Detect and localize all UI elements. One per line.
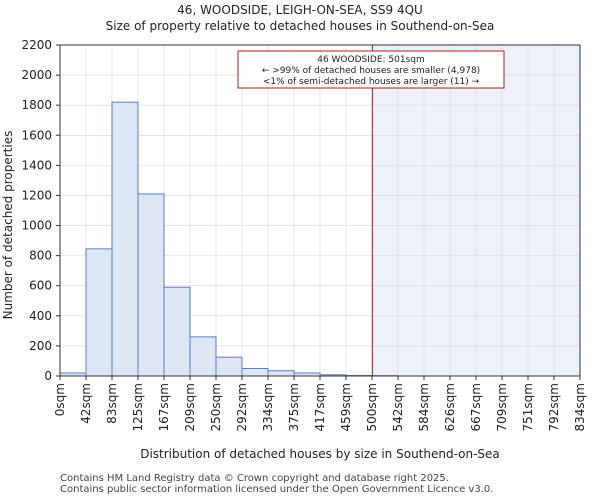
bar-chart: 0 200 400 600 800 1000 1200 1400 1600 1800 2000 220… bbox=[1, 38, 587, 461]
annotation-box: 46 WOODSIDE: 501sqm ← >99% of detached h… bbox=[237, 50, 505, 89]
y-tick-label: 1200 bbox=[21, 188, 52, 202]
x-tick-label: 292sqm bbox=[235, 383, 249, 431]
x-axis-label: Distribution of detached houses by size … bbox=[140, 447, 500, 461]
chart-title: 46, WOODSIDE, LEIGH-ON-SEA, SS9 4QU bbox=[177, 3, 423, 17]
x-tick-label: 500sqm bbox=[365, 383, 379, 431]
bar bbox=[163, 286, 191, 377]
bar bbox=[85, 248, 113, 377]
y-tick-label: 2200 bbox=[21, 38, 52, 52]
x-tick-label: 125sqm bbox=[131, 383, 145, 431]
y-tick-label: 800 bbox=[29, 249, 52, 263]
y-tick-label: 1600 bbox=[21, 128, 52, 142]
annotation-line-2: ← >99% of detached houses are smaller (4… bbox=[262, 66, 480, 76]
y-tick-label: 0 bbox=[44, 369, 52, 383]
x-tick-label: 42sqm bbox=[79, 383, 93, 424]
bar bbox=[241, 367, 269, 377]
y-tick-label: 1000 bbox=[21, 219, 52, 233]
x-tick-label: 334sqm bbox=[261, 383, 275, 431]
bar bbox=[215, 356, 243, 377]
bar bbox=[189, 336, 217, 377]
y-tick-label: 1800 bbox=[21, 98, 52, 112]
y-axis: 0 200 400 600 800 1000 1200 1400 1600 1800 2000 220… bbox=[21, 38, 60, 383]
bar bbox=[267, 370, 295, 377]
annotation-line-3: <1% of semi-detached houses are larger (… bbox=[263, 77, 480, 87]
y-tick-label: 2000 bbox=[21, 68, 52, 82]
y-tick-label: 1400 bbox=[21, 158, 52, 172]
x-tick-label: 709sqm bbox=[495, 383, 509, 431]
y-tick-label: 600 bbox=[29, 279, 52, 293]
annotation-frame bbox=[237, 50, 505, 89]
x-tick-label: 626sqm bbox=[443, 383, 457, 431]
x-tick-label: 250sqm bbox=[209, 383, 223, 431]
x-tick-label: 542sqm bbox=[391, 383, 405, 431]
x-axis: 0sqm 42sqm 83sqm 125sqm 167sqm 209sqm 250sqm 29… bbox=[53, 376, 587, 431]
bars bbox=[59, 101, 399, 377]
y-axis-label: Number of detached properties bbox=[1, 131, 15, 320]
x-tick-label: 83sqm bbox=[105, 383, 119, 424]
x-tick-label: 792sqm bbox=[547, 383, 561, 431]
x-tick-label: 834sqm bbox=[573, 383, 587, 431]
x-tick-label: 167sqm bbox=[157, 383, 171, 431]
bar bbox=[111, 101, 139, 377]
x-tick-label: 417sqm bbox=[313, 383, 327, 431]
x-tick-label: 459sqm bbox=[339, 383, 353, 431]
x-tick-label: 584sqm bbox=[417, 383, 431, 431]
y-tick-label: 200 bbox=[29, 339, 52, 353]
x-tick-label: 751sqm bbox=[521, 383, 535, 431]
x-tick-label: 375sqm bbox=[287, 383, 301, 431]
annotation-line-1: 46 WOODSIDE: 501sqm bbox=[317, 55, 425, 65]
y-tick-label: 400 bbox=[29, 309, 52, 323]
footer-copyright: Contains HM Land Registry data © Crown c… bbox=[60, 473, 449, 484]
x-tick-label: 209sqm bbox=[183, 383, 197, 431]
x-tick-label: 0sqm bbox=[53, 383, 67, 416]
x-tick-label: 667sqm bbox=[469, 383, 483, 431]
bar bbox=[137, 193, 165, 377]
chart-subtitle: Size of property relative to detached ho… bbox=[105, 19, 495, 33]
footer-licence: Contains public sector information licen… bbox=[60, 484, 494, 495]
